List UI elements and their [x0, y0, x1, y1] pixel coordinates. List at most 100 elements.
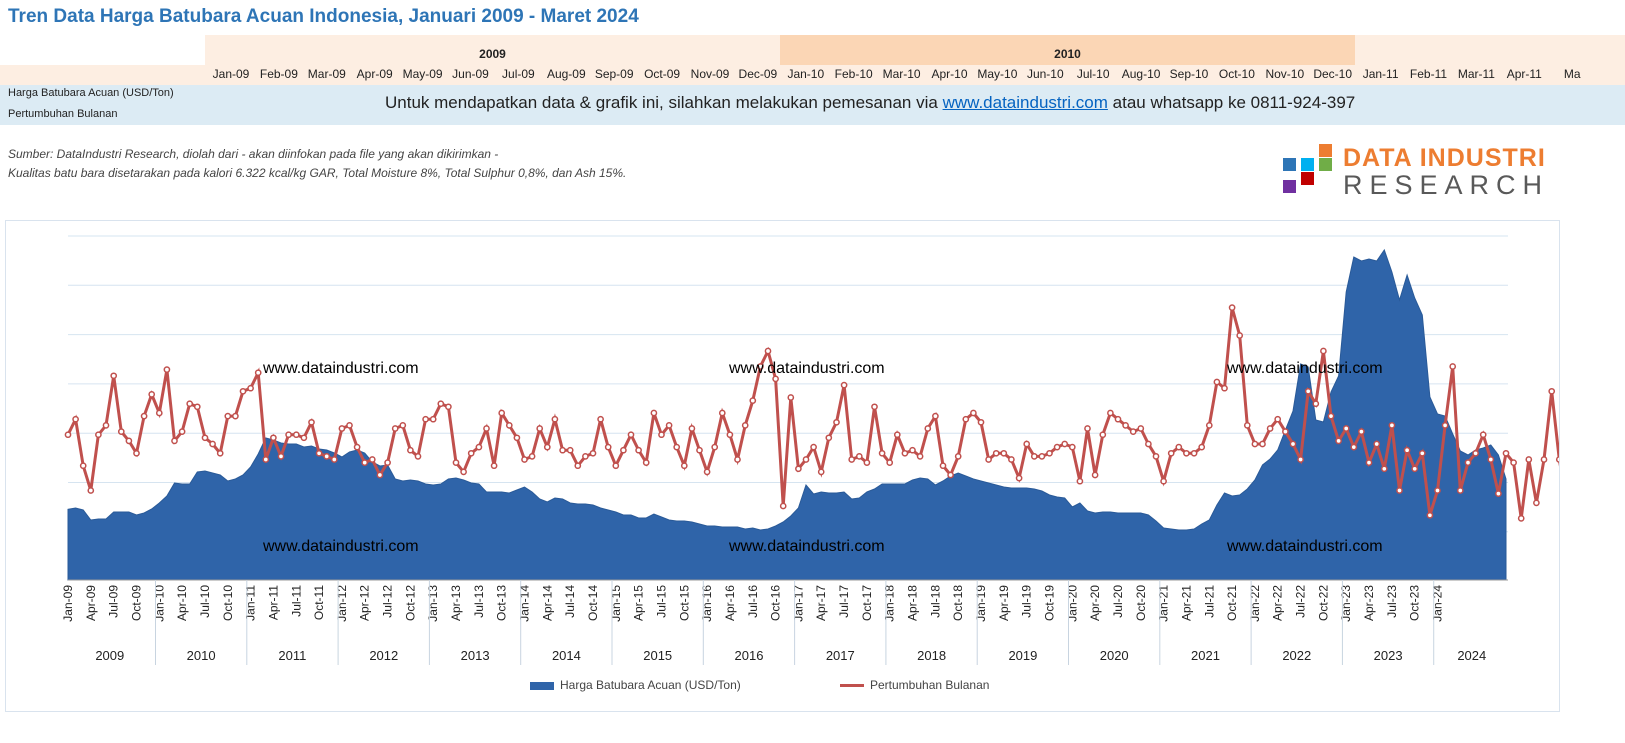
growth-point [1327, 412, 1335, 420]
growth-point [490, 462, 498, 470]
x-tick-label: Jul-16 [746, 585, 760, 618]
growth-point [1038, 453, 1046, 460]
order-suffix: atau whatsapp ke 0811-924-397 [1112, 93, 1356, 112]
growth-point [635, 446, 642, 454]
growth-point [795, 465, 802, 473]
growth-point [779, 502, 787, 510]
x-tick-label: Apr-18 [906, 585, 920, 621]
source-line-2: Kualitas batu bara disetarakan pada kalo… [8, 166, 627, 180]
growth-point [893, 431, 901, 439]
growth-point [543, 443, 551, 451]
price-area [67, 248, 1507, 581]
growth-point [1502, 449, 1510, 457]
growth-point [1160, 477, 1167, 485]
growth-point [1008, 456, 1015, 463]
growth-point [1084, 425, 1091, 432]
growth-point [848, 456, 856, 463]
logo-line-2: RESEARCH [1343, 170, 1550, 200]
growth-point [1000, 449, 1008, 457]
growth-point [1525, 456, 1533, 463]
growth-point [1190, 449, 1198, 457]
x-tick-label: Jan-16 [700, 585, 714, 622]
growth-point [711, 443, 719, 451]
growth-point [1540, 456, 1548, 463]
growth-point [87, 487, 95, 494]
x-tick-label: Jan-13 [426, 585, 440, 622]
x-tick-label: Apr-22 [1271, 585, 1285, 621]
growth-point [970, 409, 977, 417]
month-header-cell: Oct-09 [644, 67, 681, 81]
month-header-cell: Feb-10 [834, 67, 873, 81]
x-tick-label: Jan-10 [152, 585, 166, 622]
x-tick-label: Apr-19 [997, 585, 1011, 621]
x-tick-label: Apr-13 [449, 585, 463, 621]
growth-point [650, 409, 658, 417]
month-header-cell: Aug-09 [546, 67, 586, 81]
x-tick-label: Jul-21 [1202, 585, 1216, 618]
year-label: 2014 [552, 648, 581, 663]
growth-point [1076, 477, 1084, 485]
growth-point [1175, 443, 1183, 451]
x-tick-label: Apr-17 [814, 585, 828, 621]
growth-point [1099, 431, 1107, 439]
growth-point [749, 397, 757, 404]
x-tick-label: Jan-20 [1065, 585, 1079, 622]
growth-point [384, 459, 391, 466]
year-label: 2023 [1374, 648, 1403, 663]
watermark-text: www.dataindustri.com [1226, 538, 1383, 555]
growth-point [1023, 440, 1031, 448]
order-link[interactable]: www.dataindustri.com [942, 93, 1108, 112]
growth-point [1510, 459, 1517, 466]
growth-point [726, 431, 734, 439]
yeargroup-2009: 2009 [205, 35, 780, 65]
growth-point [764, 347, 772, 355]
growth-point [308, 418, 315, 426]
x-tick-label: Oct-19 [1043, 585, 1057, 621]
growth-point [300, 434, 308, 442]
growth-point [1350, 443, 1358, 451]
logo-square-blue [1283, 158, 1296, 171]
growth-point [110, 372, 118, 380]
month-row [0, 65, 1625, 85]
growth-point [817, 468, 825, 476]
growth-point [1312, 400, 1320, 408]
growth-point [703, 468, 711, 476]
watermark-text: www.dataindustri.com [262, 360, 419, 377]
growth-point [429, 415, 437, 423]
x-tick-label: Oct-22 [1316, 585, 1330, 621]
x-tick-label: Jan-22 [1248, 585, 1262, 622]
growth-point [642, 459, 650, 466]
growth-point [1548, 387, 1556, 395]
growth-point [1320, 347, 1327, 355]
growth-point [117, 428, 125, 435]
x-tick-label: Jan-24 [1431, 585, 1445, 622]
growth-point [1426, 511, 1434, 519]
yeargroup-2010: 2010 [780, 35, 1355, 65]
growth-point [833, 418, 840, 426]
month-header-cell: Dec-09 [738, 67, 778, 81]
x-tick-label: Oct-23 [1408, 585, 1422, 621]
row-label-growth: Pertumbuhan Bulanan [8, 108, 118, 120]
growth-point [133, 449, 140, 457]
x-tick-label: Jan-11 [244, 585, 258, 621]
growth-point [536, 425, 544, 432]
growth-point [467, 449, 475, 457]
growth-point [1243, 422, 1251, 429]
month-header-cell: May-09 [402, 67, 443, 81]
order-message: Untuk mendapatkan data & grafik ini, sil… [385, 93, 1355, 113]
x-tick-label: Apr-20 [1088, 585, 1102, 621]
growth-point [277, 453, 285, 460]
growth-point [1205, 422, 1213, 429]
growth-point [1479, 431, 1487, 439]
year-label: 2012 [369, 648, 398, 663]
x-tick-label: Jul-12 [381, 585, 395, 618]
growth-point [140, 412, 148, 420]
growth-point [399, 422, 407, 429]
month-header-cell: Mar-11 [1457, 67, 1495, 81]
growth-point [232, 412, 239, 420]
yeargroup-next [1355, 35, 1625, 65]
year-label: 2021 [1191, 648, 1220, 663]
growth-point [1122, 422, 1129, 429]
growth-point [1236, 332, 1244, 339]
growth-point [1259, 440, 1266, 448]
